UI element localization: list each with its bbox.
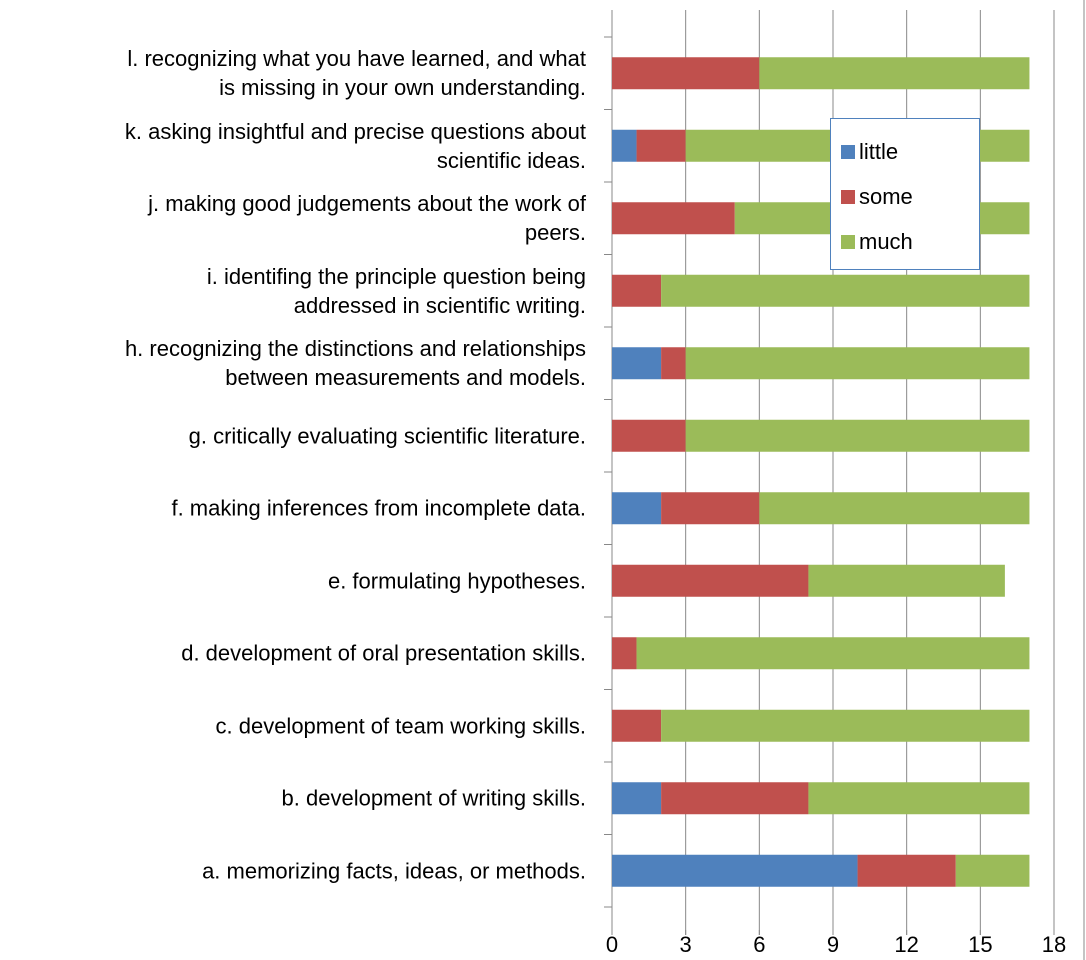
y-tick-label: i. identifing the principle question bei… — [206, 263, 586, 318]
x-tick-label: 12 — [894, 932, 918, 957]
y-tick-label: g. critically evaluating scientific lite… — [188, 423, 586, 449]
y-tick-label: d. development of oral presentation skil… — [181, 640, 586, 666]
x-tick-label: 6 — [753, 932, 765, 957]
bar-segment — [612, 492, 662, 525]
legend-swatch — [841, 235, 855, 249]
legend-label: some — [859, 184, 913, 209]
bar-segment — [857, 854, 956, 887]
bar-segment — [612, 274, 662, 307]
y-tick-label: e. formulating hypotheses. — [327, 568, 586, 594]
bar-segment — [612, 709, 662, 742]
bar-segment — [612, 129, 637, 162]
legend-swatch — [841, 145, 855, 159]
y-tick-label: f. making inferences from incomplete dat… — [171, 495, 586, 521]
bar-segment — [636, 637, 1030, 670]
y-tick-label: c. development of team working skills. — [215, 713, 587, 739]
y-tick-label: j. making good judgements about the work… — [148, 191, 586, 246]
y-tick-label: a. memorizing facts, ideas, or methods. — [202, 858, 586, 884]
y-tick-label: h. recognizing the distinctions and rela… — [124, 336, 586, 391]
x-tick-label: 3 — [680, 932, 692, 957]
bar-segment — [685, 419, 1030, 452]
bar-segment — [661, 782, 809, 815]
x-tick-label: 0 — [606, 932, 618, 957]
legend-label: little — [859, 139, 899, 164]
x-tick-label: 15 — [968, 932, 992, 957]
y-tick-label: l. recognizing what you have learned, an… — [127, 46, 586, 101]
bar-segment — [661, 274, 1030, 307]
bar-segment — [808, 782, 1030, 815]
legend: little some much — [830, 118, 980, 270]
bar-segment — [636, 129, 686, 162]
bar-segment — [685, 347, 1030, 380]
bar-segment — [661, 709, 1030, 742]
bar-segment — [955, 854, 1030, 887]
legend-swatch — [841, 190, 855, 204]
bar-segment — [759, 492, 1030, 525]
y-tick-label: b. development of writing skills. — [281, 785, 586, 811]
bar-segment — [612, 564, 809, 597]
bar-segment — [759, 57, 1030, 90]
bar-segment — [612, 419, 686, 452]
y-tick-label: k. asking insightful and precise questio… — [124, 118, 586, 173]
x-tick-label: 9 — [827, 932, 839, 957]
bar-segment — [612, 57, 760, 90]
legend-label: much — [859, 229, 913, 254]
bar-segment — [612, 202, 735, 235]
bar-segment — [612, 637, 637, 670]
legend-item: little — [841, 139, 899, 165]
bar-segment — [661, 347, 686, 380]
bar-segment — [808, 564, 1005, 597]
bar-segment — [612, 854, 858, 887]
legend-item: some — [841, 184, 913, 210]
bar-segment — [661, 492, 760, 525]
bar-segment — [612, 782, 662, 815]
bar-segment — [612, 347, 662, 380]
x-tick-label: 18 — [1042, 932, 1066, 957]
legend-item: much — [841, 229, 913, 255]
